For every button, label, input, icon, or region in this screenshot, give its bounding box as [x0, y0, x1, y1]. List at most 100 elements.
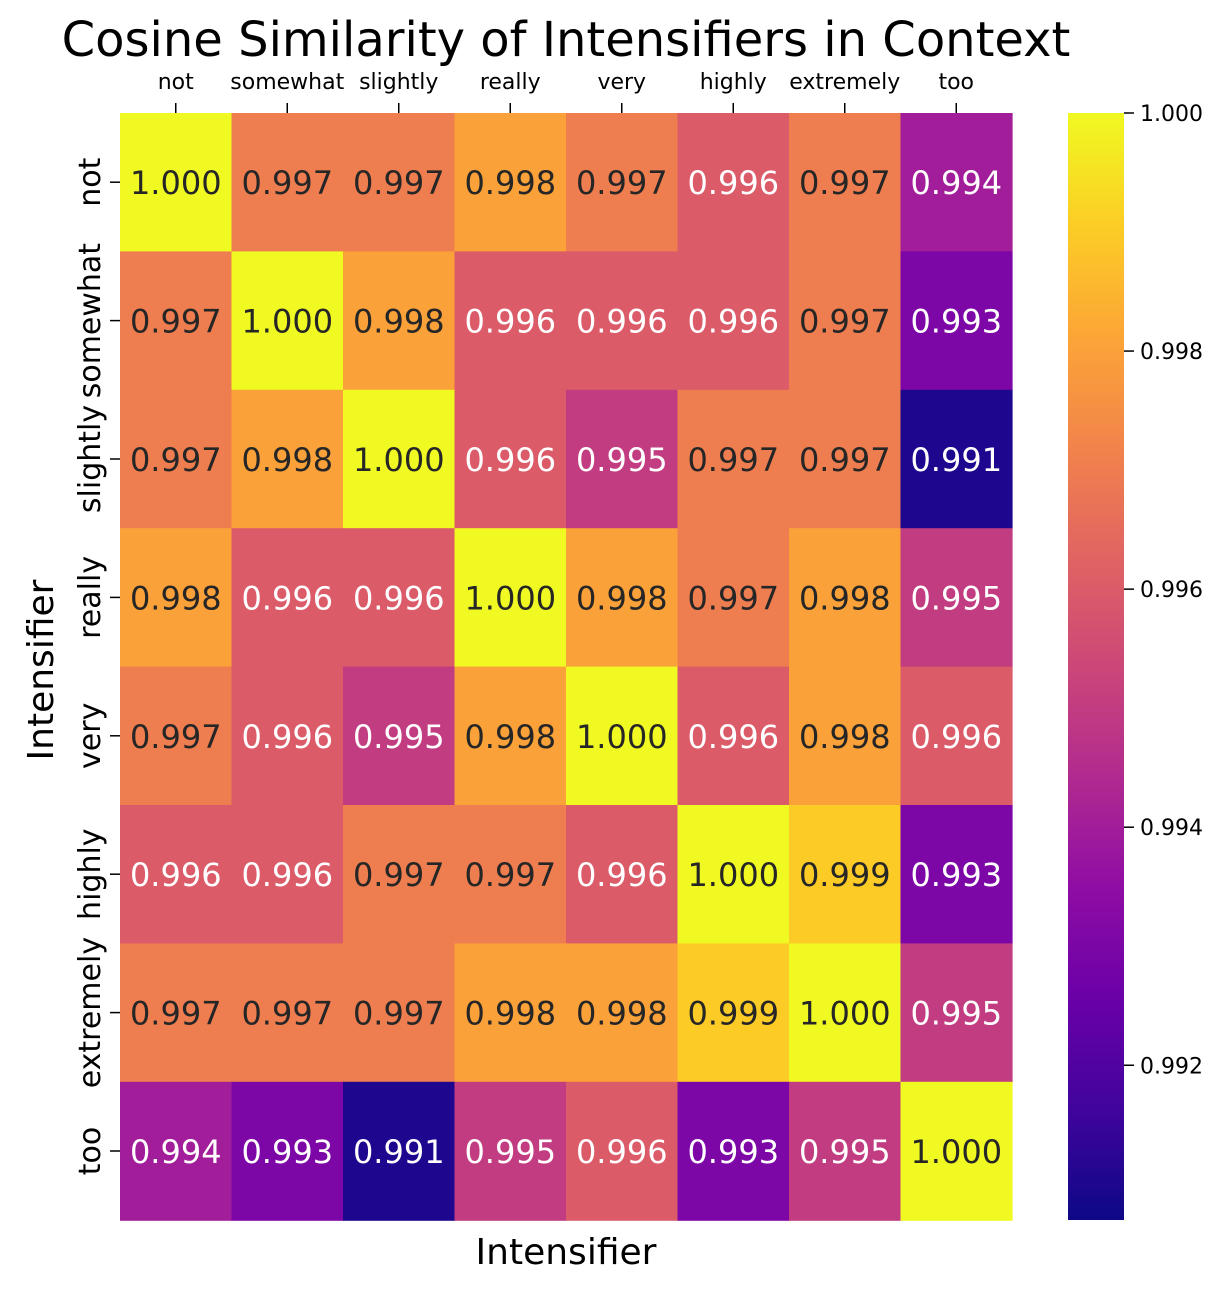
- heatmap-cell: [231, 251, 344, 391]
- colorbar-tick-label: 1.000: [1140, 102, 1203, 127]
- heatmap-cell: [789, 528, 902, 668]
- heatmap-cell: [566, 528, 679, 668]
- y-tick-label: not: [73, 157, 108, 206]
- colorbar-ticks: 1.000 0.998 0.996 0.994 0.992: [1124, 102, 1203, 1079]
- colorbar: [1068, 113, 1124, 1220]
- heatmap-cell: [120, 113, 233, 252]
- heatmap-cell: [677, 528, 790, 668]
- heatmap-cell: [343, 389, 456, 529]
- cell-value-label: 1.000: [464, 579, 556, 617]
- heatmap-cell: [454, 113, 567, 252]
- heatmap-cell: [343, 528, 456, 668]
- heatmap-cell: [566, 113, 679, 252]
- x-axis-ticks: not somewhat slightly really very highly extre…: [158, 70, 974, 113]
- cell-value-label: 0.993: [910, 303, 1002, 341]
- cell-value-label: 1.000: [130, 164, 222, 202]
- cell-value-label: 0.995: [910, 995, 1002, 1033]
- heatmap-cell: [231, 389, 344, 529]
- cell-value-label: 0.996: [687, 164, 779, 202]
- heatmap-cell: [900, 1081, 1013, 1221]
- cell-value-label: 0.996: [241, 718, 333, 756]
- cell-value-label: 0.993: [241, 1133, 333, 1171]
- heatmap-cell: [454, 943, 567, 1083]
- cell-value-label: 1.000: [353, 441, 445, 479]
- heatmap-cell: [454, 251, 567, 391]
- cell-value-label: 0.998: [464, 718, 556, 756]
- cell-value-label: 0.994: [910, 164, 1002, 202]
- cell-value-label: 0.997: [687, 579, 779, 617]
- colorbar-tick-label: 0.992: [1140, 1054, 1203, 1079]
- x-tick-label: slightly: [359, 70, 438, 95]
- heatmap-cell: [231, 666, 344, 806]
- cell-value-label: 0.997: [130, 303, 222, 341]
- heatmap-cell: [677, 251, 790, 391]
- heatmap-cell: [900, 389, 1013, 529]
- cell-value-label: 1.000: [241, 303, 333, 341]
- x-tick-label: extremely: [789, 70, 900, 95]
- cell-value-label: 0.998: [799, 579, 891, 617]
- heatmap-cell: [120, 943, 233, 1083]
- heatmap-cell: [120, 251, 233, 391]
- cell-value-label: 0.996: [687, 718, 779, 756]
- heatmap-cell: [677, 1081, 790, 1221]
- heatmap-cell: [789, 251, 902, 391]
- cell-value-label: 1.000: [687, 856, 779, 894]
- heatmap-cell: [900, 113, 1013, 252]
- cell-value-label: 0.998: [464, 164, 556, 202]
- heatmap-cell: [231, 943, 344, 1083]
- heatmap-cell: [231, 1081, 344, 1221]
- heatmap-cell: [900, 666, 1013, 806]
- cell-value-label: 0.996: [464, 441, 556, 479]
- heatmap-cell: [566, 1081, 679, 1221]
- colorbar-tick-label: 0.996: [1140, 578, 1203, 603]
- y-tick-label: slightly: [73, 405, 108, 513]
- y-tick-label: extremely: [73, 937, 108, 1088]
- y-tick-label: too: [73, 1127, 108, 1175]
- heatmap-cells: 1.000 0.997 0.997 0.998 0.997 0.996 0.997 0.994…: [120, 113, 1013, 1221]
- cell-value-label: 0.991: [353, 1133, 445, 1171]
- cell-value-label: 0.998: [241, 441, 333, 479]
- cell-value-label: 0.996: [241, 579, 333, 617]
- cell-value-label: 0.998: [130, 579, 222, 617]
- y-tick-label: very: [73, 703, 108, 769]
- heatmap-cell: [566, 389, 679, 529]
- cell-value-label: 0.995: [464, 1133, 556, 1171]
- cell-value-label: 0.995: [799, 1133, 891, 1171]
- cell-value-label: 0.991: [910, 441, 1002, 479]
- cell-value-label: 0.997: [464, 856, 556, 894]
- y-axis-label: Intensifier: [21, 579, 62, 760]
- cell-value-label: 0.996: [241, 856, 333, 894]
- heatmap-cell: [343, 943, 456, 1083]
- cell-value-label: 0.996: [687, 303, 779, 341]
- heatmap-cell: [343, 666, 456, 806]
- heatmap-cell: [566, 666, 679, 806]
- x-tick-label: not: [158, 70, 194, 95]
- cell-value-label: 0.998: [576, 579, 668, 617]
- cell-value-label: 0.999: [799, 856, 891, 894]
- cell-value-label: 0.994: [130, 1133, 222, 1171]
- x-axis-label: Intensifier: [476, 1232, 657, 1273]
- cell-value-label: 1.000: [910, 1133, 1002, 1171]
- cell-value-label: 0.995: [576, 441, 668, 479]
- heatmap-cell: [343, 251, 456, 391]
- heatmap-cell: [120, 805, 233, 944]
- heatmap-cell: [231, 113, 344, 252]
- heatmap-cell: [677, 943, 790, 1083]
- heatmap-cell: [566, 805, 679, 944]
- x-tick-label: highly: [700, 70, 767, 95]
- heatmap-cell: [789, 666, 902, 806]
- cell-value-label: 0.995: [353, 718, 445, 756]
- cell-value-label: 0.993: [687, 1133, 779, 1171]
- heatmap-cell: [677, 113, 790, 252]
- cell-value-label: 0.997: [799, 303, 891, 341]
- cell-value-label: 0.997: [353, 856, 445, 894]
- heatmap-cell: [231, 528, 344, 668]
- heatmap-cell: [454, 528, 567, 668]
- cell-value-label: 0.997: [241, 995, 333, 1033]
- cell-value-label: 0.995: [910, 579, 1002, 617]
- cell-value-label: 0.996: [464, 303, 556, 341]
- cell-value-label: 0.996: [353, 579, 445, 617]
- cell-value-label: 0.998: [353, 303, 445, 341]
- heatmap-cell: [900, 805, 1013, 944]
- cell-value-label: 0.998: [464, 995, 556, 1033]
